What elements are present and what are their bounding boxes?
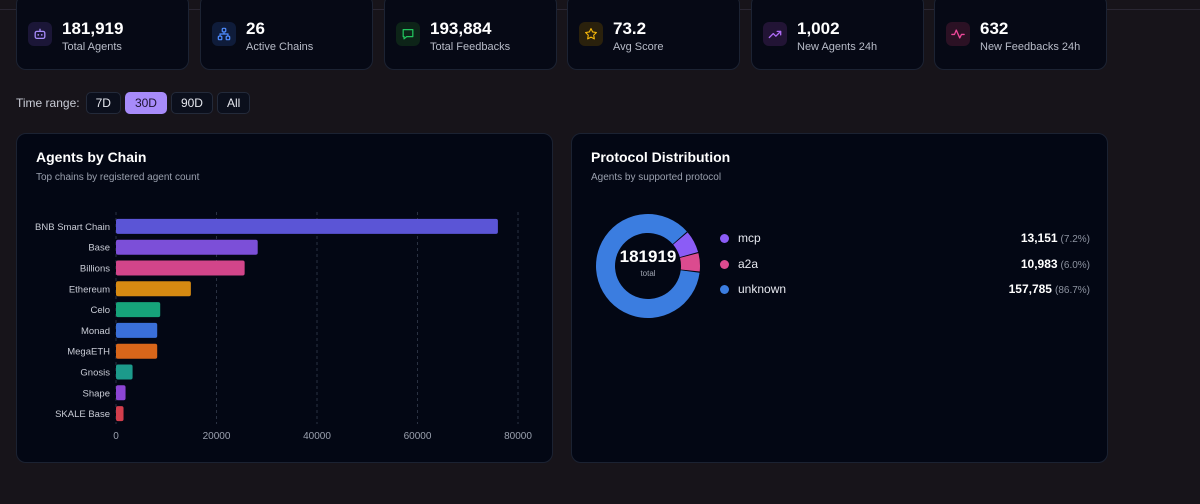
stat-value: 193,884 bbox=[430, 19, 492, 38]
stats-row: 181,919 Total Agents 26 Active Chains 19… bbox=[16, 0, 1192, 72]
panel-subtitle: Agents by supported protocol bbox=[591, 172, 722, 183]
donut-total-label: total bbox=[640, 269, 656, 278]
legend-count: 13,151 bbox=[1020, 231, 1058, 245]
panel-title: Protocol Distribution bbox=[591, 149, 731, 165]
star-icon bbox=[579, 22, 603, 46]
legend-count: 10,983 bbox=[1020, 256, 1058, 271]
chart-bar[interactable] bbox=[116, 364, 133, 380]
protocol-distribution-panel: Protocol Distribution Agents by supporte… bbox=[571, 133, 1108, 463]
stat-label: Active Chains bbox=[246, 41, 314, 53]
legend-label: mcp bbox=[738, 231, 761, 245]
chart-bar[interactable] bbox=[116, 218, 498, 234]
legend-dot bbox=[720, 259, 729, 269]
legend-item-a2a: a2a 10,983 (6.0%) bbox=[720, 257, 1090, 283]
agents-by-chain-panel: Agents by Chain Top chains by registered… bbox=[16, 133, 553, 463]
legend-label: a2a bbox=[738, 256, 759, 271]
time-range-label: Time range: bbox=[16, 96, 80, 110]
y-tick-label: Gnosis bbox=[80, 368, 110, 379]
chart-bar[interactable] bbox=[116, 239, 258, 255]
time-range-selector: Time range: 7D 30D 90D All bbox=[16, 92, 254, 114]
panel-title: Agents by Chain bbox=[36, 149, 147, 165]
range-button-90d[interactable]: 90D bbox=[170, 92, 213, 114]
stat-card-avg-score: 73.2 Avg Score bbox=[567, 0, 740, 70]
stat-value: 1,002 bbox=[797, 19, 840, 38]
panel-subtitle: Top chains by registered agent count bbox=[36, 172, 200, 183]
trend-up-icon bbox=[763, 22, 787, 46]
legend-item-mcp: mcp 13,151 (7.2%) bbox=[720, 231, 1090, 257]
legend-count: 157,785 bbox=[1008, 282, 1052, 296]
legend-percent: (6.0%) bbox=[1060, 259, 1090, 271]
donut-slice-unknown[interactable] bbox=[596, 214, 700, 318]
stat-label: Total Feedbacks bbox=[430, 41, 511, 53]
y-tick-label: Base bbox=[88, 243, 110, 254]
chat-icon bbox=[396, 22, 420, 46]
y-tick-label: SKALE Base bbox=[55, 409, 110, 420]
range-button-7d[interactable]: 7D bbox=[85, 92, 121, 114]
donut-slice-a2a[interactable] bbox=[679, 253, 700, 272]
x-tick-label: 60000 bbox=[404, 431, 432, 442]
protocol-donut-chart bbox=[596, 214, 700, 318]
x-tick-label: 40000 bbox=[303, 431, 331, 442]
chart-bar[interactable] bbox=[116, 260, 245, 276]
donut-total-value: 181919 bbox=[619, 247, 677, 266]
stat-card-new-agents: 1,002 New Agents 24h bbox=[751, 0, 924, 70]
stat-value: 181,919 bbox=[62, 19, 124, 38]
x-tick-label: 80000 bbox=[504, 431, 532, 442]
stat-card-active-chains: 26 Active Chains bbox=[200, 0, 373, 70]
y-tick-label: Celo bbox=[90, 305, 110, 316]
range-button-all[interactable]: All bbox=[216, 92, 251, 114]
stat-value: 73.2 bbox=[613, 19, 647, 38]
y-tick-label: MegaETH bbox=[67, 347, 110, 358]
legend-value: 157,785 (86.7%) bbox=[1009, 282, 1090, 296]
y-tick-label: Shape bbox=[83, 388, 110, 399]
stat-card-total-agents: 181,919 Total Agents bbox=[16, 0, 189, 70]
x-tick-label: 0 bbox=[113, 431, 119, 442]
legend-value: 13,151 (7.2%) bbox=[1021, 231, 1090, 245]
pulse-icon bbox=[946, 22, 970, 46]
legend-percent: (7.2%) bbox=[1060, 234, 1090, 245]
legend-label: unknown bbox=[738, 282, 787, 296]
stat-card-new-feedbacks: 632 New Feedbacks 24h bbox=[934, 0, 1107, 70]
y-tick-label: Billions bbox=[80, 264, 110, 275]
stat-card-total-feedbacks: 193,884 Total Feedbacks bbox=[384, 0, 557, 70]
range-button-30d[interactable]: 30D bbox=[124, 92, 167, 114]
chart-bar[interactable] bbox=[116, 406, 124, 422]
chart-bar[interactable] bbox=[116, 302, 161, 318]
stat-label: Avg Score bbox=[613, 41, 664, 53]
legend-dot bbox=[720, 285, 729, 294]
agents-by-chain-chart: 0 20000 40000 60000 80000 BNB Smart Chain Base… bbox=[35, 212, 532, 442]
legend-percent: (86.7%) bbox=[1054, 285, 1090, 296]
y-tick-label: Ethereum bbox=[69, 284, 110, 295]
chart-bar[interactable] bbox=[116, 385, 126, 401]
y-tick-label: BNB Smart Chain bbox=[35, 222, 110, 233]
legend-item-unknown: unknown 157,785 (86.7%) bbox=[720, 282, 1090, 308]
robot-icon bbox=[28, 22, 52, 46]
stat-label: New Feedbacks 24h bbox=[980, 41, 1081, 53]
stat-label: New Agents 24h bbox=[797, 41, 878, 53]
legend-dot bbox=[720, 234, 729, 243]
y-tick-label: Monad bbox=[81, 326, 110, 337]
donut-center: 181919 total bbox=[596, 218, 700, 278]
x-tick-label: 20000 bbox=[203, 431, 231, 442]
donut-slice-mcp[interactable] bbox=[673, 232, 699, 258]
protocol-legend: mcp 13,151 (7.2%) a2a 10,983 (6.0%) unknow… bbox=[720, 231, 1090, 308]
stat-value: 26 bbox=[246, 19, 265, 38]
chart-bar[interactable] bbox=[116, 322, 158, 338]
legend-value: 10,983 (6.0%) bbox=[1021, 257, 1090, 271]
network-icon bbox=[212, 22, 236, 46]
stat-value: 632 bbox=[980, 19, 1009, 38]
chart-bar[interactable] bbox=[116, 281, 191, 297]
stat-label: Total Agents bbox=[62, 41, 122, 53]
chart-bar[interactable] bbox=[116, 343, 158, 359]
